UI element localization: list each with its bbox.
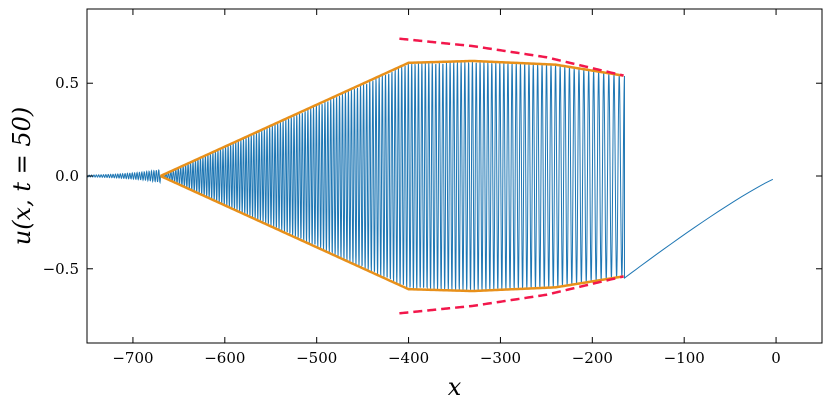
x-ticks: −700 −600 −500 −400 −300 −200 −100 0 <box>112 9 781 367</box>
y-tick-label: −0.5 <box>43 260 79 278</box>
x-tick-label: −500 <box>296 349 337 367</box>
series-solution-line <box>87 61 774 291</box>
y-ticks: −0.5 0.0 0.5 <box>43 74 822 278</box>
x-axis-label: x <box>448 373 462 401</box>
x-tick-label: −100 <box>664 349 705 367</box>
x-tick-label: −700 <box>112 349 153 367</box>
envelope-upper <box>159 59 624 178</box>
x-tick-label: −300 <box>480 349 521 367</box>
asymptotic-upper <box>399 37 624 77</box>
y-tick-label: 0.0 <box>55 167 79 185</box>
envelope-lower <box>159 174 624 293</box>
plot-area <box>87 37 774 315</box>
asymptotic-lower <box>399 275 624 315</box>
x-tick-label: 0 <box>771 349 781 367</box>
x-tick-label: −200 <box>572 349 613 367</box>
y-tick-label: 0.5 <box>55 74 79 92</box>
y-axis-label: u(x, t = 50) <box>8 107 36 246</box>
x-tick-label: −400 <box>388 349 429 367</box>
x-tick-label: −600 <box>204 349 245 367</box>
